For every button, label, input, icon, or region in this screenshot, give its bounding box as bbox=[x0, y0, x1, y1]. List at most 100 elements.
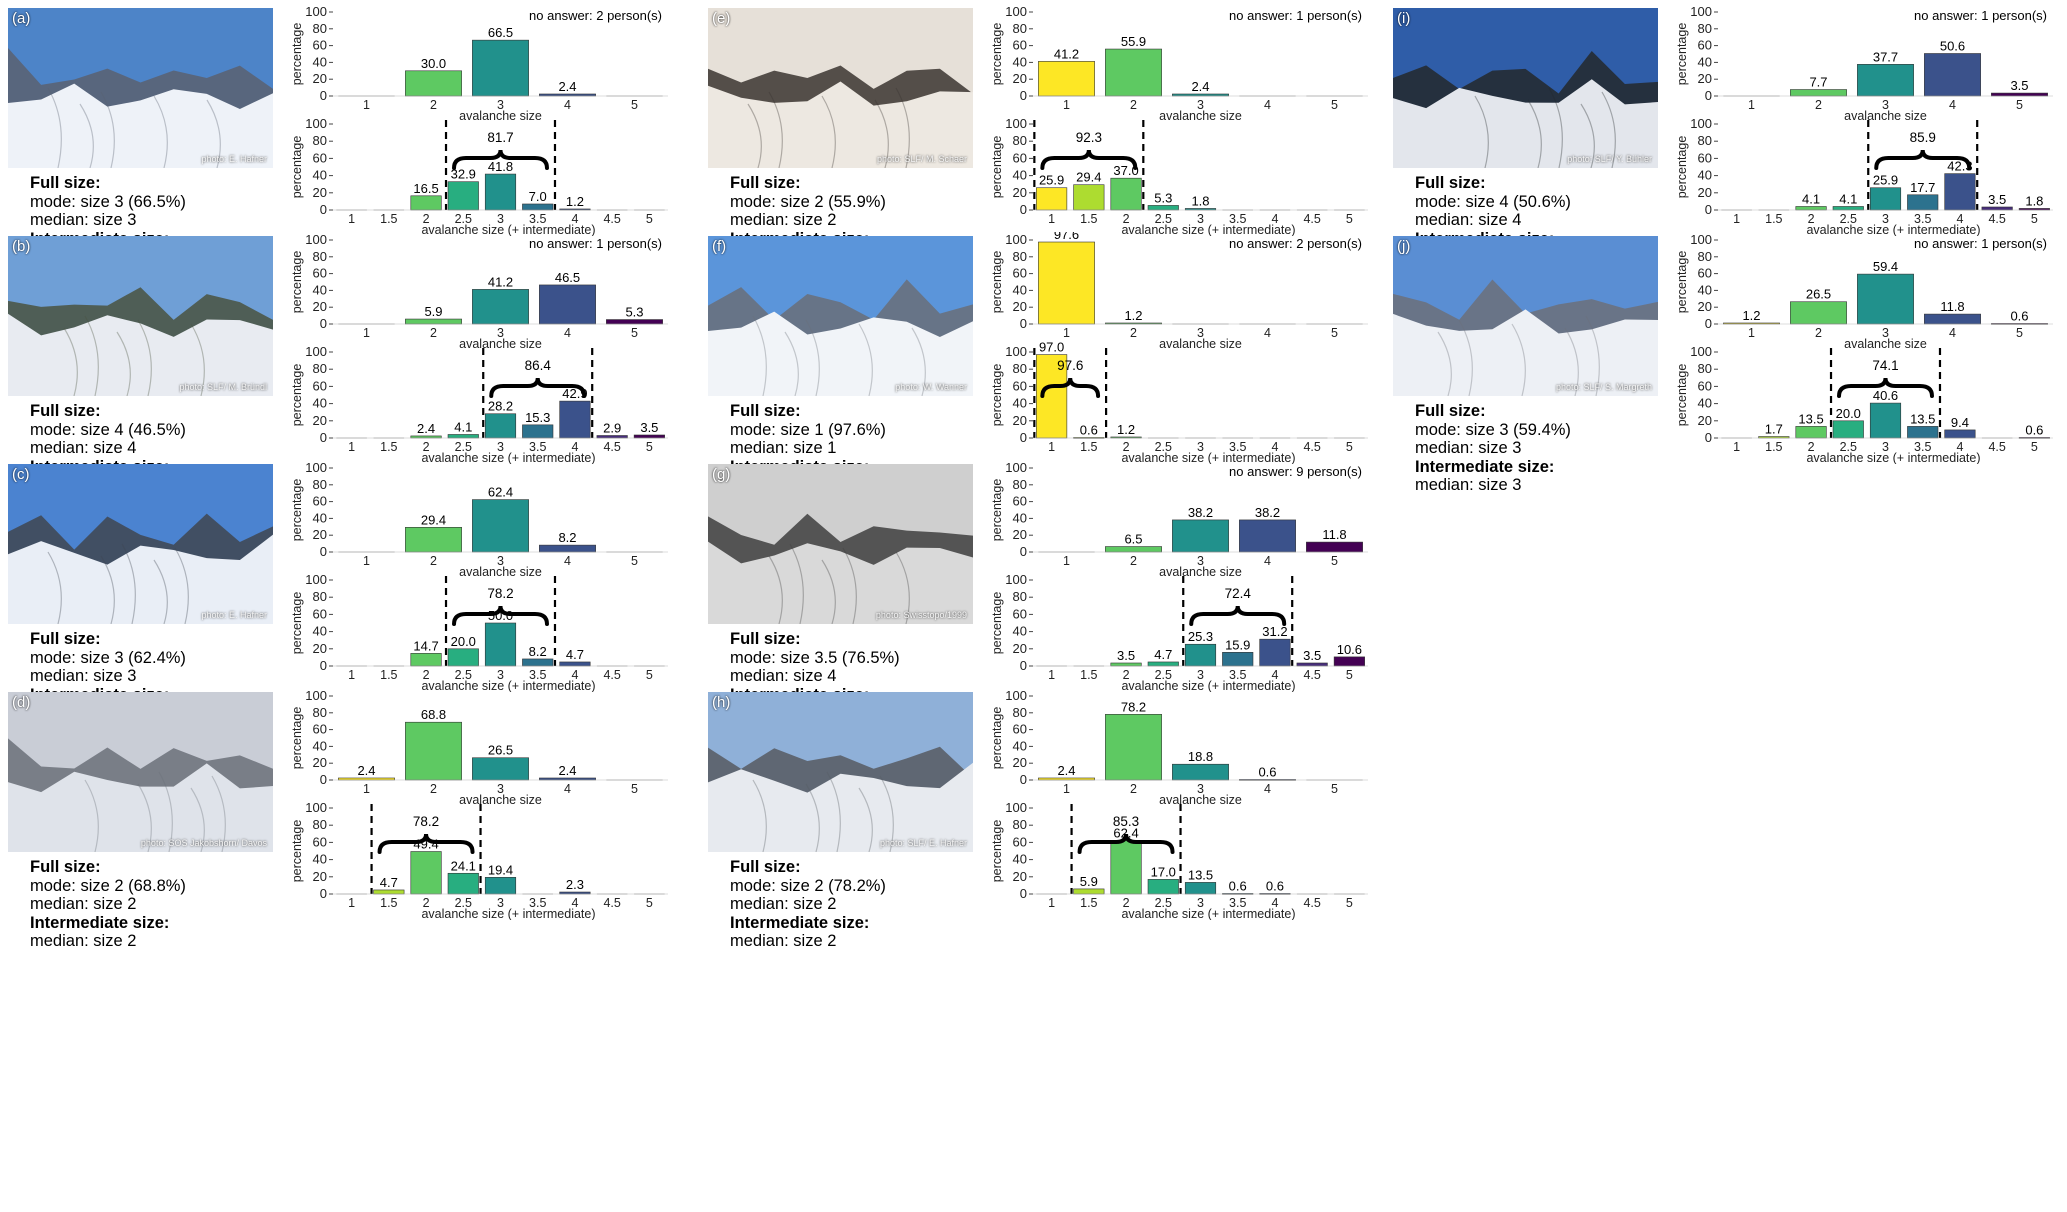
x-tick-label: 5 bbox=[646, 896, 653, 910]
y-tick-label: 80 bbox=[1698, 361, 1712, 376]
full-median-line: median: size 2 bbox=[730, 211, 980, 230]
data-label: 29.4 bbox=[1076, 170, 1101, 185]
no-answer-prefix: no answer: bbox=[1229, 464, 1296, 479]
x-axis-label: avalanche size bbox=[459, 109, 542, 123]
photo-illustration bbox=[708, 8, 973, 168]
intermediate-median-value: size 2 bbox=[793, 932, 837, 951]
photo-credit: photo: SLF/ Y. Bühler bbox=[1567, 154, 1652, 164]
bar bbox=[484, 877, 517, 895]
data-label: 3.5 bbox=[2010, 78, 2028, 93]
no-answer-count: 9 bbox=[1296, 464, 1303, 479]
full-mode-value: size 3 (59.4%) bbox=[1465, 420, 1571, 439]
data-label: 1.2 bbox=[566, 194, 584, 209]
y-axis-label: percentage bbox=[990, 136, 1004, 199]
y-tick-label: 0 bbox=[320, 316, 327, 331]
size-summary: Full size: mode: size 2 (78.2%) median: si… bbox=[730, 858, 980, 951]
x-tick-label: 4.5 bbox=[1303, 212, 1320, 226]
y-tick-label: 40 bbox=[1013, 624, 1027, 639]
panel-c: (c) photo: E. Hafner Full size: mode: size … bbox=[8, 460, 678, 722]
y-tick-label: 40 bbox=[1698, 54, 1712, 69]
full-size-heading: Full size: bbox=[730, 402, 980, 421]
y-axis-label: percentage bbox=[290, 479, 304, 542]
mode-prefix: mode: bbox=[30, 192, 81, 211]
data-label: 17.0 bbox=[1151, 864, 1176, 879]
data-label: 59.4 bbox=[1873, 259, 1898, 274]
y-axis-label: percentage bbox=[290, 707, 304, 770]
data-label: 5.9 bbox=[424, 304, 442, 319]
y-tick-label: 100 bbox=[1005, 460, 1027, 475]
x-tick-label: 2.5 bbox=[455, 440, 472, 454]
bar bbox=[1981, 206, 2013, 211]
x-tick-label: 2 bbox=[423, 668, 430, 682]
photo-illustration bbox=[1393, 236, 1658, 396]
bar bbox=[1147, 879, 1179, 895]
data-label: 40.6 bbox=[1873, 388, 1898, 403]
full-mode-line: mode: size 2 (68.8%) bbox=[30, 877, 280, 896]
data-label: 13.5 bbox=[1798, 411, 1823, 426]
data-label: 25.9 bbox=[1873, 173, 1898, 188]
panel-b: (b) photo: SLF/ M. Bründl Full size: mode: … bbox=[8, 232, 678, 494]
x-tick-label: 4 bbox=[1264, 554, 1271, 568]
no-answer-count: 1 bbox=[1296, 8, 1303, 23]
no-answer-note: no answer: 2 person(s) bbox=[529, 8, 662, 23]
data-label: 5.9 bbox=[1080, 874, 1098, 889]
bar bbox=[1038, 777, 1095, 781]
x-tick-label: 4.5 bbox=[603, 896, 620, 910]
full-mode-value: size 2 (68.8%) bbox=[80, 876, 186, 895]
no-answer-suffix: person(s) bbox=[603, 8, 662, 23]
y-tick-label: 60 bbox=[313, 722, 327, 737]
x-tick-label: 4.5 bbox=[1303, 440, 1320, 454]
x-tick-label: 4 bbox=[1264, 782, 1271, 796]
bar bbox=[410, 653, 442, 667]
bar bbox=[1184, 882, 1217, 895]
y-tick-label: 100 bbox=[1005, 572, 1027, 587]
bar bbox=[405, 527, 462, 553]
y-tick-label: 0 bbox=[320, 886, 327, 901]
full-size-heading: Full size: bbox=[1415, 402, 1665, 421]
bar bbox=[484, 173, 517, 211]
bar bbox=[1924, 313, 1981, 325]
data-label: 1.8 bbox=[2025, 193, 2043, 208]
no-answer-prefix: no answer: bbox=[529, 236, 596, 251]
bar bbox=[1110, 177, 1142, 211]
full-median-value: size 1 bbox=[793, 439, 837, 458]
bar bbox=[1172, 763, 1229, 781]
bar bbox=[1795, 206, 1827, 211]
x-tick-label: 1 bbox=[348, 896, 355, 910]
full-mode-line: mode: size 3 (62.4%) bbox=[30, 649, 280, 668]
data-label: 9.4 bbox=[1951, 415, 1969, 430]
data-label: 0.6 bbox=[2025, 422, 2043, 437]
y-tick-label: 20 bbox=[313, 71, 327, 86]
x-tick-label: 2 bbox=[1808, 440, 1815, 454]
data-label: 8.2 bbox=[558, 530, 576, 545]
y-tick-label: 60 bbox=[313, 266, 327, 281]
x-tick-label: 2.5 bbox=[1840, 440, 1857, 454]
x-tick-label: 4.5 bbox=[603, 440, 620, 454]
no-answer-prefix: no answer: bbox=[1229, 236, 1296, 251]
y-tick-label: 20 bbox=[1013, 869, 1027, 884]
y-tick-label: 60 bbox=[313, 494, 327, 509]
y-tick-label: 80 bbox=[313, 705, 327, 720]
bar bbox=[633, 434, 665, 439]
y-tick-label: 20 bbox=[1013, 299, 1027, 314]
y-tick-label: 100 bbox=[1690, 344, 1712, 359]
bar bbox=[1038, 61, 1095, 97]
data-label: 46.5 bbox=[555, 270, 580, 285]
x-axis-label: avalanche size bbox=[1159, 109, 1242, 123]
median-prefix: median: bbox=[30, 667, 94, 686]
inter-chart: 020406080100percentage14.71.549.4224.12.… bbox=[290, 800, 668, 921]
no-answer-note: no answer: 1 person(s) bbox=[1229, 8, 1362, 23]
x-tick-label: 5 bbox=[2031, 212, 2038, 226]
median-prefix: median: bbox=[730, 667, 794, 686]
data-label: 2.3 bbox=[566, 877, 584, 892]
full-mode-line: mode: size 3.5 (76.5%) bbox=[730, 649, 980, 668]
no-answer-note: no answer: 1 person(s) bbox=[1914, 236, 2047, 251]
x-axis-label: avalanche size bbox=[1844, 109, 1927, 123]
data-label: 15.9 bbox=[1225, 637, 1250, 652]
full-size-heading: Full size: bbox=[1415, 174, 1665, 193]
bar bbox=[1239, 519, 1296, 553]
x-tick-label: 5 bbox=[1331, 326, 1338, 340]
